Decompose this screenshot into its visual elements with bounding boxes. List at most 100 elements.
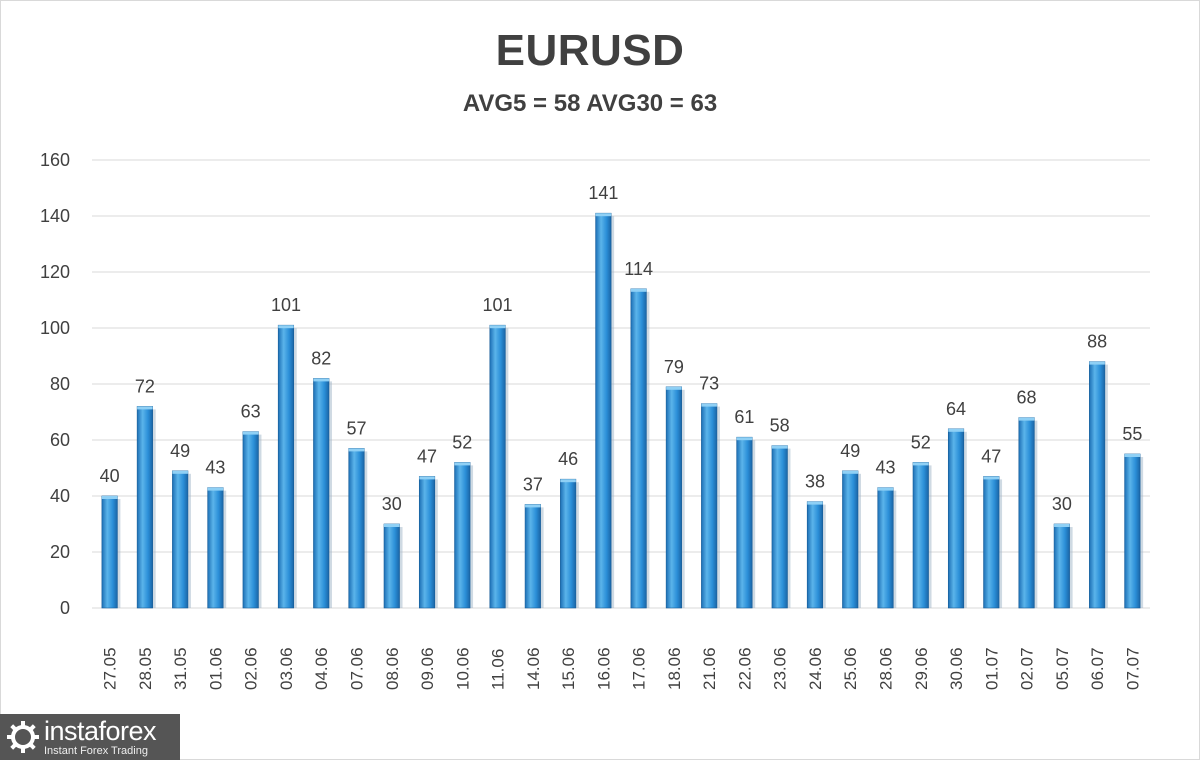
bar-cap [1054,524,1070,527]
logo-tagline: Instant Forex Trading [44,744,148,757]
x-tick-label: 15.06 [559,647,578,690]
y-tick-label: 160 [40,150,70,170]
y-tick-label: 60 [50,430,70,450]
chart-subtitle: AVG5 = 58 AVG30 = 63 [462,90,718,117]
bar-cap [1124,454,1141,457]
x-tick-label: 29.06 [912,647,931,690]
x-tick-label: 16.06 [594,647,613,690]
data-label: 114 [624,259,653,279]
bar-cap [1089,361,1105,365]
bar-cap [172,470,188,474]
y-axis-ticks: 0 20 40 60 80 100 120 140 160 [40,150,70,618]
bar [983,476,1000,609]
bar [630,288,647,609]
data-label: 37 [523,474,543,494]
data-label: 52 [911,432,931,452]
data-label: 88 [1087,332,1107,352]
data-label: 43 [205,458,225,478]
data-label: 38 [805,472,825,492]
bar [207,487,224,609]
data-label: 40 [100,466,120,486]
x-tick-label: 24.06 [806,647,825,690]
x-tick-label: 03.06 [277,647,296,690]
x-tick-label: 02.07 [1018,647,1037,690]
bar [242,431,259,609]
bar-cap [489,325,506,329]
bar-cap [983,476,1000,480]
y-tick-label: 80 [50,374,70,394]
bar [806,501,824,609]
bar-cap [101,496,118,499]
bar [277,324,295,609]
bar [1018,417,1035,609]
data-label: 61 [734,407,754,427]
x-tick-label: 01.06 [206,647,225,690]
x-tick-label: 01.07 [982,647,1001,690]
bar-cap [666,386,682,390]
bar [454,462,471,609]
y-tick-label: 0 [60,598,70,618]
data-label: 43 [875,458,895,478]
bar-cap [242,431,259,435]
bar [348,448,365,609]
bar [418,476,436,609]
bar-cap [948,428,964,432]
x-axis-ticks: 27.05 28.05 31.05 01.06 02.06 03.06 04.06 07.06… [101,647,1143,690]
data-label: 47 [981,446,1001,466]
data-label: 30 [382,494,402,514]
x-tick-label: 30.06 [947,647,966,690]
data-label: 49 [840,441,860,461]
bar-cap [877,487,894,491]
bar-cap [771,445,788,449]
bar [560,478,577,609]
bar-cap [207,487,224,491]
bar-cap [137,406,153,410]
bar-cap [313,378,329,382]
data-label: 64 [946,399,966,419]
y-tick-label: 120 [40,262,70,282]
bar [736,436,753,609]
bar-cap [384,524,400,527]
bar-cap [560,479,576,483]
x-tick-label: 17.06 [630,647,649,690]
data-label: 68 [1017,388,1037,408]
bar-cap [701,403,717,407]
data-label: 101 [483,295,513,315]
logo-text: instaforex Instant Forex Trading [44,717,157,757]
bar-cap [842,470,858,474]
x-tick-label: 18.06 [665,647,684,690]
y-tick-label: 20 [50,542,70,562]
x-tick-label: 11.06 [489,649,508,690]
data-label: 141 [588,183,618,203]
bar-cap [807,501,823,505]
bar-cap [454,462,471,466]
y-tick-label: 140 [40,206,70,226]
bar [595,212,612,609]
chart-title: EURUSD [495,26,685,75]
bar [524,504,541,609]
x-tick-label: 28.05 [136,647,155,690]
bar [771,445,788,609]
data-labels: 40 72 49 43 63 101 82 57 30 47 52 101 37 46 141 114 79 73… [100,183,1143,514]
x-tick-label: 31.05 [171,647,190,690]
bar-cap [348,448,365,452]
data-label: 52 [452,432,472,452]
bar [912,462,929,609]
bar [1089,361,1106,609]
bar [383,523,400,609]
bar [877,487,894,609]
data-label: 47 [417,446,437,466]
data-label: 82 [311,348,331,368]
bar-cap [595,213,612,217]
bar [136,406,153,609]
bar [101,495,118,609]
bar-cap [1018,417,1035,421]
data-label: 72 [135,376,155,396]
bar-cap [278,325,294,329]
x-tick-label: 07.07 [1123,647,1142,690]
gear-icon [7,721,39,753]
x-tick-label: 10.06 [453,647,472,690]
x-tick-label: 27.05 [101,647,120,690]
data-label: 57 [346,418,366,438]
bar-cap [525,504,541,508]
